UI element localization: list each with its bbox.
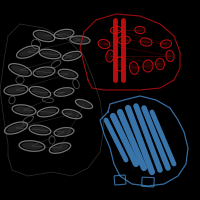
Ellipse shape [157, 60, 163, 68]
Ellipse shape [56, 31, 72, 37]
Ellipse shape [31, 126, 49, 134]
Ellipse shape [11, 65, 29, 75]
Ellipse shape [35, 68, 53, 76]
Ellipse shape [167, 52, 173, 60]
Ellipse shape [41, 51, 59, 57]
Ellipse shape [131, 64, 137, 72]
Ellipse shape [60, 71, 76, 77]
Ellipse shape [35, 32, 53, 40]
Ellipse shape [107, 52, 113, 60]
Ellipse shape [39, 108, 57, 116]
Ellipse shape [72, 37, 88, 43]
Ellipse shape [142, 39, 150, 45]
Ellipse shape [162, 41, 170, 47]
Ellipse shape [112, 28, 120, 32]
Ellipse shape [6, 86, 26, 94]
Ellipse shape [77, 101, 91, 107]
Ellipse shape [144, 62, 152, 70]
Ellipse shape [19, 47, 37, 57]
Ellipse shape [31, 88, 49, 96]
Ellipse shape [7, 124, 25, 132]
Ellipse shape [56, 89, 72, 95]
Ellipse shape [100, 41, 108, 47]
Ellipse shape [56, 129, 72, 135]
Ellipse shape [116, 59, 124, 69]
Ellipse shape [119, 37, 129, 43]
Ellipse shape [22, 142, 42, 150]
Ellipse shape [64, 111, 80, 117]
Ellipse shape [64, 53, 80, 59]
Ellipse shape [14, 106, 34, 114]
Ellipse shape [136, 28, 144, 32]
Ellipse shape [51, 144, 69, 152]
